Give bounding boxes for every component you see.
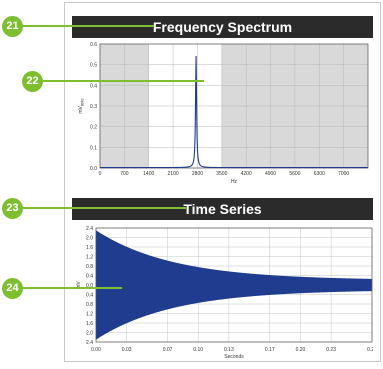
x-tick-label: 2800	[192, 171, 203, 177]
y-tick-label: 0.4	[86, 274, 93, 280]
callout-22: 22	[22, 71, 43, 92]
x-tick-label: 5600	[289, 171, 300, 177]
time-series-plot: 2.4 2.0 1.6 1.2 0.8 0.4 0.0 0.4 0.8 1.2 1.6 2.0 2.4 0…	[72, 222, 377, 362]
x-tick-label: 4900	[265, 171, 276, 177]
frequency-spectrum-header: Frequency Spectrum	[72, 16, 373, 38]
time-series-header: Time Series	[72, 198, 373, 220]
y-tick-label: 0.1	[90, 145, 97, 151]
x-axis-label: Hz	[231, 179, 238, 185]
y-tick-label: 0.3	[90, 104, 97, 110]
frequency-spectrum-svg: 0.0 0.1 0.2 0.3 0.4 0.5 0.6 0 700 1400 2100 2800 350…	[78, 42, 369, 185]
y-tick-label: 1.6	[86, 321, 93, 327]
x-tick-label: 0	[99, 171, 102, 177]
y-tick-label: 0.0	[86, 283, 93, 289]
y-tick-label: 0.5	[90, 63, 97, 69]
y-tick-label: 0.8	[86, 264, 93, 270]
callout-24: 24	[2, 278, 23, 299]
x-tick-label: 700	[120, 171, 129, 177]
frequency-spectrum-plot: 0.0 0.1 0.2 0.3 0.4 0.5 0.6 0 700 1400 2100 2800 350…	[72, 40, 373, 186]
y-tick-label: 0.0	[90, 166, 97, 172]
x-tick-label: 0.03	[122, 347, 132, 353]
y-tick-label: 2.4	[86, 226, 93, 232]
y-axis-label: mV	[76, 281, 82, 289]
x-tick-label: 2100	[168, 171, 179, 177]
x-tick-label: 6300	[314, 171, 325, 177]
callout-23: 23	[2, 198, 23, 219]
x-tick-label: 3500	[216, 171, 227, 177]
x-tick-label: 0.10	[193, 347, 203, 353]
x-tick-label: 7000	[338, 171, 349, 177]
callout-21-line	[22, 25, 154, 27]
y-tick-label: 1.2	[86, 255, 93, 261]
y-tick-label: 0.4	[90, 83, 97, 89]
x-tick-label: 0.27	[367, 347, 373, 353]
y-tick-label: 2.4	[86, 340, 93, 346]
x-tick-label: 0.20	[296, 347, 306, 353]
y-tick-label: 1.2	[86, 312, 93, 318]
y-tick-label: 0.6	[90, 42, 97, 48]
x-tick-label: 0.23	[326, 347, 336, 353]
spectrum-series-line	[100, 55, 368, 169]
x-axis-label: Seconds	[224, 354, 244, 360]
callout-22-line	[42, 80, 204, 82]
y-tick-label: 1.6	[86, 245, 93, 251]
x-tick-label: 4200	[241, 171, 252, 177]
y-tick-label: 2.0	[86, 331, 93, 337]
time-series-svg: 2.42.01.61.20.80.40.00.40.81.21.62.02.40…	[76, 226, 377, 360]
x-tick-label: 0.13	[224, 347, 234, 353]
y-axis-label: mVRMS	[78, 98, 85, 114]
callout-21: 21	[2, 16, 23, 37]
x-tick-label: 0.07	[163, 347, 173, 353]
y-tick-label: 0.2	[90, 125, 97, 131]
callout-23-line	[22, 207, 186, 209]
y-tick-label: 0.4	[86, 293, 93, 299]
time-series-line	[95, 230, 373, 340]
callout-24-line	[22, 287, 122, 289]
y-tick-label: 2.0	[86, 236, 93, 242]
x-tick-label: 0.00	[91, 347, 101, 353]
x-tick-label: 0.17	[265, 347, 275, 353]
y-tick-label: 0.8	[86, 302, 93, 308]
x-tick-label: 1400	[143, 171, 154, 177]
plot-border	[95, 227, 373, 343]
